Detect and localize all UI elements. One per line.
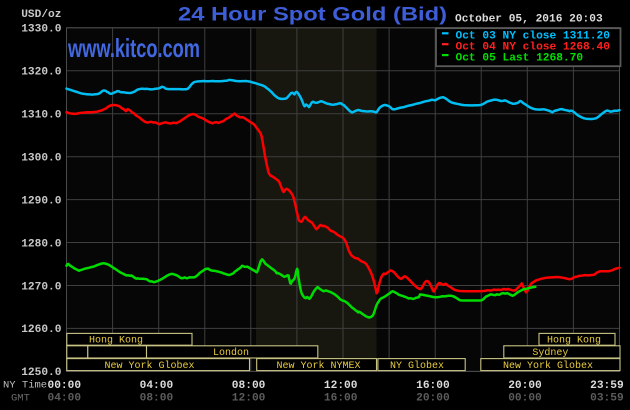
- svg-text:23:59: 23:59: [590, 380, 624, 392]
- svg-text:Oct 03 NY close 1311.20: Oct 03 NY close 1311.20: [456, 31, 611, 43]
- svg-text:12:00: 12:00: [232, 393, 266, 405]
- svg-text:1310.0: 1310.0: [21, 110, 62, 122]
- svg-text:24 Hour Spot Gold (Bid): 24 Hour Spot Gold (Bid): [178, 3, 447, 25]
- svg-text:00:00: 00:00: [508, 393, 542, 405]
- svg-text:03:59: 03:59: [590, 393, 624, 405]
- svg-text:12:00: 12:00: [324, 380, 358, 392]
- svg-text:16:00: 16:00: [324, 393, 358, 405]
- svg-text:1250.0: 1250.0: [21, 367, 62, 379]
- svg-text:00:00: 00:00: [48, 380, 82, 392]
- svg-text:Sydney: Sydney: [532, 347, 568, 359]
- svg-text:1320.0: 1320.0: [21, 67, 62, 79]
- svg-text:Oct 04 NY close 1268.40: Oct 04 NY close 1268.40: [456, 42, 611, 54]
- svg-text:1270.0: 1270.0: [21, 281, 62, 293]
- svg-text:16:00: 16:00: [416, 380, 450, 392]
- svg-text:1280.0: 1280.0: [21, 238, 62, 250]
- svg-text:Hong Kong: Hong Kong: [547, 336, 601, 347]
- svg-text:08:00: 08:00: [140, 393, 174, 405]
- svg-text:Oct 05 Last 1268.70: Oct 05 Last 1268.70: [456, 52, 584, 64]
- svg-text:USD/oz: USD/oz: [21, 9, 61, 21]
- svg-text:NY Globex: NY Globex: [390, 360, 444, 372]
- svg-text:October 05, 2016 20:03: October 05, 2016 20:03: [455, 14, 603, 26]
- svg-text:GMT: GMT: [11, 392, 30, 404]
- svg-text:New York Globex: New York Globex: [503, 360, 593, 372]
- svg-text:London: London: [213, 347, 249, 359]
- svg-text:New York Globex: New York Globex: [105, 360, 195, 372]
- svg-text:1260.0: 1260.0: [21, 324, 62, 336]
- svg-text:08:00: 08:00: [232, 380, 266, 392]
- svg-text:04:00: 04:00: [48, 393, 82, 405]
- svg-text:04:00: 04:00: [140, 380, 174, 392]
- svg-text:20:00: 20:00: [508, 380, 542, 392]
- svg-text:New York NYMEX: New York NYMEX: [277, 360, 361, 372]
- svg-text:20:00: 20:00: [416, 393, 450, 405]
- svg-text:1290.0: 1290.0: [21, 195, 62, 207]
- svg-text:1300.0: 1300.0: [21, 153, 62, 165]
- svg-text:1330.0: 1330.0: [21, 24, 62, 36]
- svg-text:www.kitco.com: www.kitco.com: [67, 33, 200, 63]
- svg-text:NY Time: NY Time: [3, 380, 47, 392]
- svg-text:Hong Kong: Hong Kong: [89, 336, 143, 347]
